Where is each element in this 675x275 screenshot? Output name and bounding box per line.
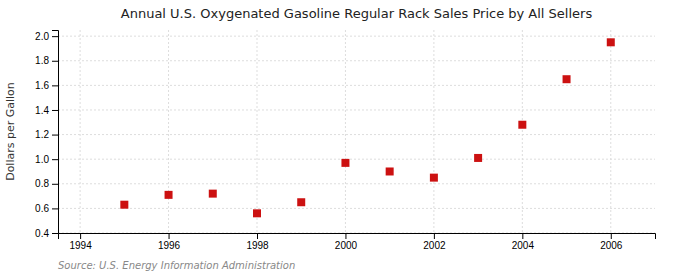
tick-mark <box>52 208 58 209</box>
tick: 0.8 <box>35 178 58 189</box>
grid-line-y <box>58 159 655 160</box>
tick-label: 1994 <box>69 240 92 251</box>
tick: 1.8 <box>35 55 58 66</box>
grid-line-x <box>345 30 346 233</box>
points <box>120 38 614 217</box>
y-axis: 0.4 0.6 0.8 1.0 1.2 1.4 1.6 1.8 2.0 <box>35 31 58 239</box>
tick-label: 2004 <box>512 240 535 251</box>
grid-line-y <box>58 134 655 135</box>
tick: 1.0 <box>35 154 58 165</box>
tick-mark <box>52 159 58 160</box>
tick: 2006 <box>600 233 623 251</box>
grid-line-x <box>168 30 169 233</box>
tick-mark <box>52 110 58 111</box>
tick-label: 1.2 <box>35 129 49 140</box>
point <box>474 154 482 162</box>
tick: 1.6 <box>35 80 58 91</box>
tick: 2002 <box>423 233 446 251</box>
point <box>209 190 217 198</box>
tick-mark <box>80 233 81 239</box>
point <box>165 191 173 199</box>
tick-label: 1.4 <box>35 105 49 116</box>
tick-mark <box>611 233 612 239</box>
source: Source: U.S. Energy Information Administ… <box>58 260 295 271</box>
tick-label: 2000 <box>335 240 358 251</box>
grid-line-y <box>58 183 655 184</box>
point <box>607 38 615 46</box>
point <box>518 121 526 129</box>
tick-mark <box>52 184 58 185</box>
tick: 1998 <box>246 233 269 251</box>
title: Annual U.S. Oxygenated Gasoline Regular … <box>121 6 593 21</box>
tick-label: 1.8 <box>35 55 49 66</box>
point <box>386 167 394 175</box>
grid-line-y <box>58 109 655 110</box>
tick-mark <box>345 233 346 239</box>
point <box>120 201 128 209</box>
point <box>297 198 305 206</box>
tick-mark <box>52 36 58 37</box>
tick: 1.2 <box>35 129 58 140</box>
tick: 2000 <box>335 233 358 251</box>
y-axis-label: Dollars per Gallon <box>4 82 17 181</box>
tick-label: 2.0 <box>35 31 49 42</box>
tick-mark <box>52 135 58 136</box>
tick-label: 0.8 <box>35 178 49 189</box>
tick-mark <box>52 233 58 234</box>
tick-label: 0.4 <box>35 228 49 239</box>
tick-label: 2002 <box>423 240 446 251</box>
tick-mark <box>257 233 258 239</box>
grid-line-x <box>257 30 258 233</box>
tick: 1996 <box>158 233 181 251</box>
point <box>253 209 261 217</box>
tick-mark <box>434 233 435 239</box>
tick: 0.4 <box>35 228 58 239</box>
point <box>563 75 571 83</box>
tick-label: 1.6 <box>35 80 49 91</box>
grid-line-y <box>58 36 655 37</box>
tick-mark <box>522 233 523 239</box>
tick-label: 0.6 <box>35 203 49 214</box>
axis-line <box>59 234 656 240</box>
tick: 2.0 <box>35 31 58 42</box>
tick: 1994 <box>69 233 92 251</box>
chart: 1994 1996 1998 2000 2002 2004 2006 0.4 0.6 0.8 1.0… <box>0 0 675 275</box>
plot-area: 1994 1996 1998 2000 2002 2004 2006 0.4 0.6 0.8 1.0… <box>35 30 655 251</box>
grid <box>58 30 655 233</box>
tick: 0.6 <box>35 203 58 214</box>
tick-mark <box>52 85 58 86</box>
point <box>430 174 438 182</box>
point <box>341 159 349 167</box>
tick-mark <box>52 61 58 62</box>
grid-line-y <box>58 60 655 61</box>
x-axis: 1994 1996 1998 2000 2002 2004 2006 <box>59 233 656 251</box>
tick-label: 2006 <box>600 240 623 251</box>
grid-line-y <box>58 208 655 209</box>
tick: 1.4 <box>35 105 58 116</box>
axis-line <box>52 31 59 234</box>
tick-label: 1.0 <box>35 154 49 165</box>
tick-mark <box>169 233 170 239</box>
grid-line-y <box>58 85 655 86</box>
tick: 2004 <box>512 233 535 251</box>
tick-label: 1996 <box>158 240 181 251</box>
tick-label: 1998 <box>246 240 269 251</box>
